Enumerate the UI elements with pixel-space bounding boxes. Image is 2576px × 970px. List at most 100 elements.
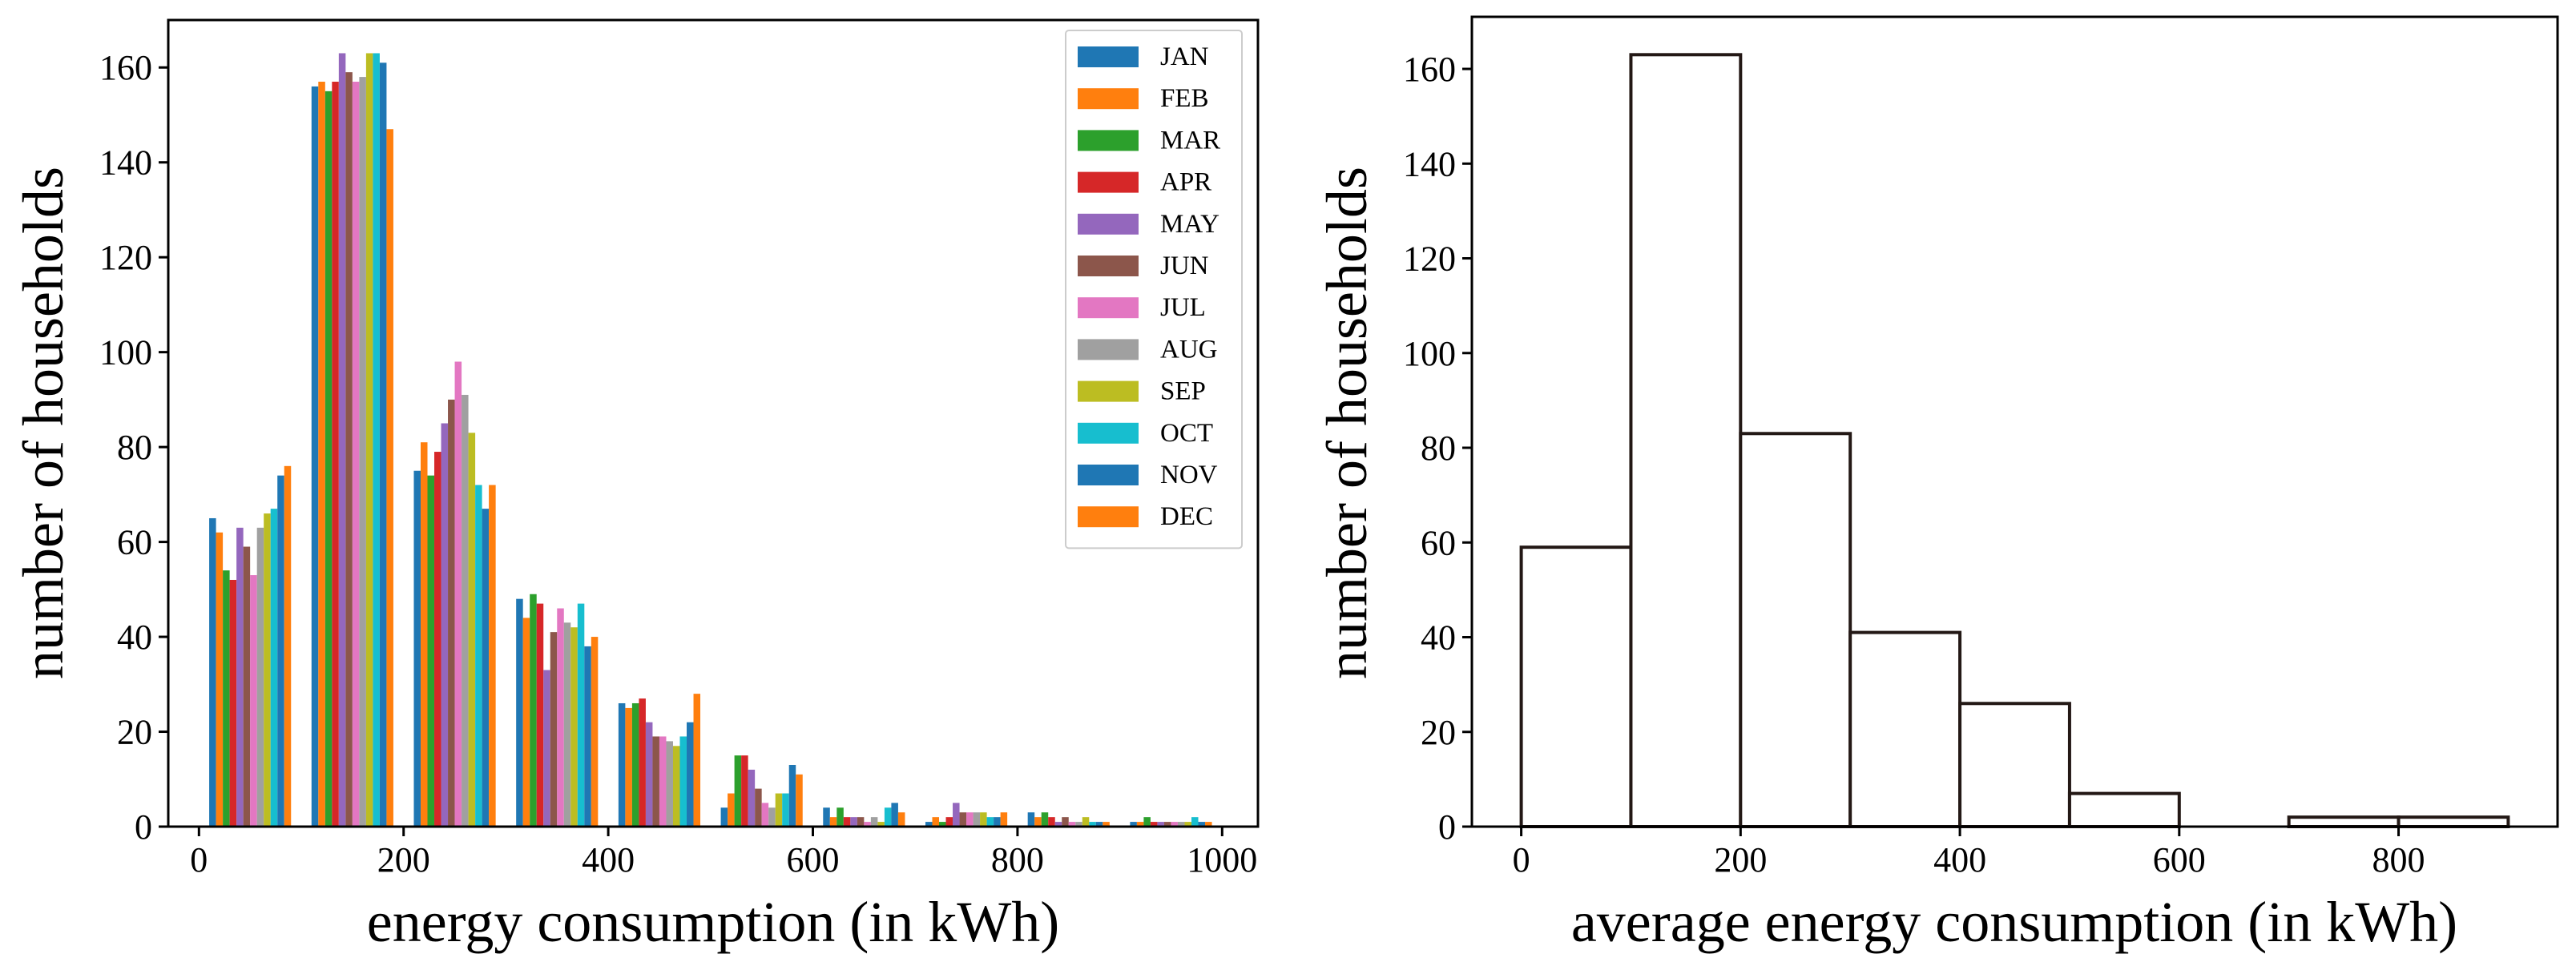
bar-may-bin-5 <box>748 769 756 827</box>
bar-jul-bin-7 <box>966 812 974 827</box>
bar-apr-bin-9 <box>1150 822 1158 827</box>
legend-box <box>1065 30 1243 549</box>
legend-swatch-jan <box>1078 46 1139 67</box>
y-tick-label: 120 <box>1403 239 1456 279</box>
bar-jan-bin-9 <box>1130 822 1137 827</box>
bar-apr-bin-3 <box>536 603 544 827</box>
plot-frame <box>167 18 1260 828</box>
legend-label-jul: JUL <box>1160 293 1206 322</box>
bar-feb-bin-7 <box>932 817 940 827</box>
bar-nov-bin-9 <box>1198 822 1206 827</box>
bar-dec-bin-8 <box>1103 822 1110 827</box>
histogram-bar-0 <box>1519 545 1633 828</box>
bar-jun-bin-1 <box>345 72 353 827</box>
bar-feb-bin-5 <box>728 793 735 827</box>
bar-jan-bin-4 <box>618 702 626 827</box>
legend-swatch-aug <box>1078 339 1139 360</box>
bar-dec-bin-2 <box>489 485 496 827</box>
legend-swatch-oct <box>1078 422 1139 444</box>
bar-jan-bin-8 <box>1027 812 1035 827</box>
bar-apr-bin-1 <box>332 82 339 827</box>
bar-oct-bin-2 <box>475 485 482 827</box>
bar-sep-bin-4 <box>672 746 680 827</box>
plot-frame <box>1470 15 2559 828</box>
bar-may-bin-3 <box>543 670 550 827</box>
bar-aug-bin-9 <box>1177 822 1185 827</box>
y-tick-label: 20 <box>117 713 152 752</box>
x-axis-label: average energy consumption (in kWh) <box>1571 890 2457 954</box>
y-ticks: 0 20 40 60 80 100 120 140 160 <box>1403 50 1472 847</box>
bar-sep-bin-3 <box>570 627 578 827</box>
bar-feb-bin-3 <box>522 618 530 827</box>
y-tick-label: 120 <box>99 238 152 277</box>
bar-mar-bin-1 <box>325 91 333 827</box>
bar-apr-bin-5 <box>741 755 748 827</box>
bar-jan-bin-0 <box>209 517 216 827</box>
histogram-bar-5 <box>2067 791 2181 828</box>
bar-sep-bin-9 <box>1184 822 1191 827</box>
average-energy-histogram: 0 200 400 600 800 0 20 40 60 80 100 120 140 160 aver… <box>1315 15 2559 954</box>
bar-aug-bin-5 <box>768 807 776 827</box>
bar-dec-bin-7 <box>1000 812 1008 827</box>
legend-swatch-feb <box>1078 88 1139 110</box>
bar-feb-bin-8 <box>1034 817 1042 827</box>
y-tick-label: 20 <box>1421 713 1456 752</box>
x-tick-label: 600 <box>787 840 840 879</box>
x-tick-label: 800 <box>2372 840 2425 879</box>
bar-nov-bin-5 <box>788 764 796 827</box>
bar-oct-bin-8 <box>1089 822 1096 827</box>
bar-oct-bin-5 <box>782 793 789 827</box>
bar-jun-bin-7 <box>959 812 967 827</box>
bar-nov-bin-1 <box>379 62 387 827</box>
bar-jun-bin-8 <box>1062 817 1069 827</box>
legend-swatch-mar <box>1078 130 1139 151</box>
bar-dec-bin-1 <box>386 129 393 827</box>
bar-apr-bin-6 <box>843 817 851 827</box>
legend-label-apr: APR <box>1160 168 1211 197</box>
monthly-energy-histogram: 0 200 400 600 800 1000 020406080100120140160 … <box>11 18 1260 954</box>
legend-label-jan: JAN <box>1160 42 1209 71</box>
bar-nov-bin-0 <box>277 475 284 827</box>
bar-mar-bin-3 <box>530 594 537 827</box>
bar-mar-bin-9 <box>1143 817 1151 827</box>
x-tick-label: 200 <box>1714 840 1767 879</box>
bar-sep-bin-7 <box>980 812 987 827</box>
legend-swatch-nov <box>1078 465 1139 485</box>
bar-jul-bin-4 <box>659 736 667 827</box>
x-tick-label: 600 <box>2153 840 2206 879</box>
x-ticks: 0 200 400 600 800 1000 <box>190 827 1257 879</box>
bar-jul-bin-5 <box>761 803 769 827</box>
bar-aug-bin-8 <box>1075 822 1082 827</box>
bar-oct-bin-4 <box>679 736 687 827</box>
bar-jan-bin-6 <box>823 807 830 827</box>
bar-nov-bin-4 <box>687 722 694 827</box>
legend-swatch-dec <box>1078 506 1139 528</box>
bar-feb-bin-1 <box>318 82 325 827</box>
bar-dec-bin-3 <box>591 637 599 827</box>
bar-oct-bin-9 <box>1191 817 1199 827</box>
bar-feb-bin-0 <box>216 532 224 827</box>
bar-may-bin-2 <box>441 423 449 827</box>
bar-jul-bin-6 <box>864 822 871 827</box>
bar-sep-bin-5 <box>775 793 783 827</box>
bar-aug-bin-1 <box>359 77 366 827</box>
bar-oct-bin-1 <box>373 53 380 827</box>
bar-mar-bin-7 <box>939 822 946 827</box>
bar-nov-bin-3 <box>584 646 591 827</box>
histogram-bar-2 <box>1739 432 1852 828</box>
legend-label-oct: OCT <box>1160 419 1213 448</box>
bar-aug-bin-7 <box>973 812 981 827</box>
bar-apr-bin-8 <box>1048 817 1055 827</box>
bar-oct-bin-6 <box>884 807 892 827</box>
bar-sep-bin-0 <box>264 513 271 827</box>
legend-label-mar: MAR <box>1160 126 1220 155</box>
bar-feb-bin-9 <box>1136 822 1144 827</box>
legend-swatch-jul <box>1078 297 1139 319</box>
bar-mar-bin-0 <box>223 570 230 827</box>
bar-jul-bin-8 <box>1068 822 1076 827</box>
bar-jan-bin-3 <box>516 598 523 827</box>
bar-jun-bin-3 <box>550 632 558 827</box>
y-tick-label: 60 <box>117 523 152 562</box>
y-tick-label: 0 <box>1438 807 1456 847</box>
